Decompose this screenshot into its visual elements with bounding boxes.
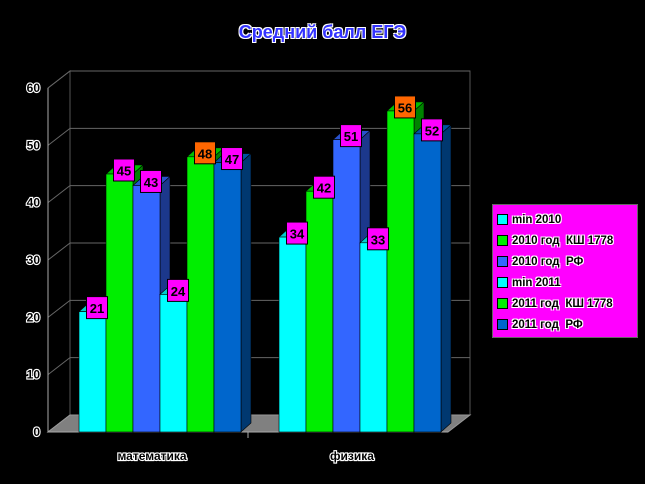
data-label: 45 <box>117 164 131 179</box>
legend-swatch <box>497 298 508 309</box>
data-label: 33 <box>371 232 385 247</box>
y-tick-label: 20 <box>27 310 41 324</box>
y-tick-label: 10 <box>27 368 41 382</box>
chart-title: Средний балл ЕГЭ <box>238 22 407 42</box>
bar <box>305 190 334 433</box>
legend-item: 2011 год КШ 1778 <box>497 293 637 314</box>
data-label: 42 <box>317 181 331 196</box>
bar <box>386 110 415 433</box>
bar <box>278 236 307 433</box>
data-label-box <box>113 158 135 182</box>
legend-label: min 2010 <box>512 213 562 226</box>
legend-item: min 2011 <box>497 272 637 293</box>
y-tick-label: 40 <box>27 196 41 210</box>
data-label-box <box>313 175 335 199</box>
legend-swatch <box>497 256 508 267</box>
data-label-box <box>340 124 362 148</box>
y-tick-label: 50 <box>27 138 41 152</box>
gridline <box>47 127 470 146</box>
data-label: 51 <box>344 129 358 144</box>
data-label: 48 <box>198 146 212 161</box>
data-label: 47 <box>225 152 239 167</box>
data-label-box <box>286 221 308 245</box>
legend-item: min 2010 <box>497 209 637 230</box>
bar <box>186 156 215 433</box>
y-tick-label: 60 <box>27 81 41 95</box>
data-label: 43 <box>144 175 158 190</box>
bar <box>105 173 134 433</box>
data-label: 34 <box>290 227 305 242</box>
data-label-box <box>221 147 243 171</box>
bar <box>413 133 442 433</box>
legend: min 2010 2010 год КШ 1778 2010 год РФ min 2… <box>492 204 638 338</box>
bar <box>332 139 361 433</box>
legend-swatch <box>497 235 508 246</box>
bar-side <box>240 152 252 433</box>
legend-item: 2010 год КШ 1778 <box>497 230 637 251</box>
data-label: 56 <box>398 100 412 115</box>
data-label-box <box>367 227 389 251</box>
legend-swatch <box>497 319 508 330</box>
bar <box>213 162 242 433</box>
bar <box>359 242 388 433</box>
data-label-box <box>421 118 443 142</box>
data-label: 52 <box>425 123 439 138</box>
data-label: 21 <box>90 301 104 316</box>
bar <box>132 185 161 433</box>
data-label: 24 <box>171 284 186 299</box>
y-tick-label: 0 <box>33 425 40 439</box>
legend-item: 2011 год РФ <box>497 314 637 335</box>
bars-layer <box>78 101 452 433</box>
legend-label: 2010 год КШ 1778 <box>512 234 614 247</box>
legend-swatch <box>497 214 508 225</box>
data-label-box <box>140 169 162 193</box>
legend-label: 2011 год РФ <box>512 318 583 331</box>
data-label-box <box>194 141 216 165</box>
data-label-box <box>394 95 416 119</box>
gridline <box>47 70 470 89</box>
legend-label: 2011 год КШ 1778 <box>512 297 613 310</box>
bar <box>78 311 107 433</box>
x-category-label: математика <box>117 449 186 463</box>
legend-swatch <box>497 277 508 288</box>
x-category-label: физика <box>330 449 374 463</box>
legend-label: min 2011 <box>512 276 561 289</box>
data-label-box <box>167 278 189 302</box>
labels-layer: 21 45 43 24 48 47 34 42 51 33 56 52 <box>86 95 443 320</box>
y-tick-label: 30 <box>27 253 41 267</box>
data-label-box <box>86 296 108 320</box>
bar <box>159 294 188 433</box>
bar-side <box>440 124 452 433</box>
legend-item: 2010 год РФ <box>497 251 637 272</box>
legend-label: 2010 год РФ <box>512 255 584 268</box>
